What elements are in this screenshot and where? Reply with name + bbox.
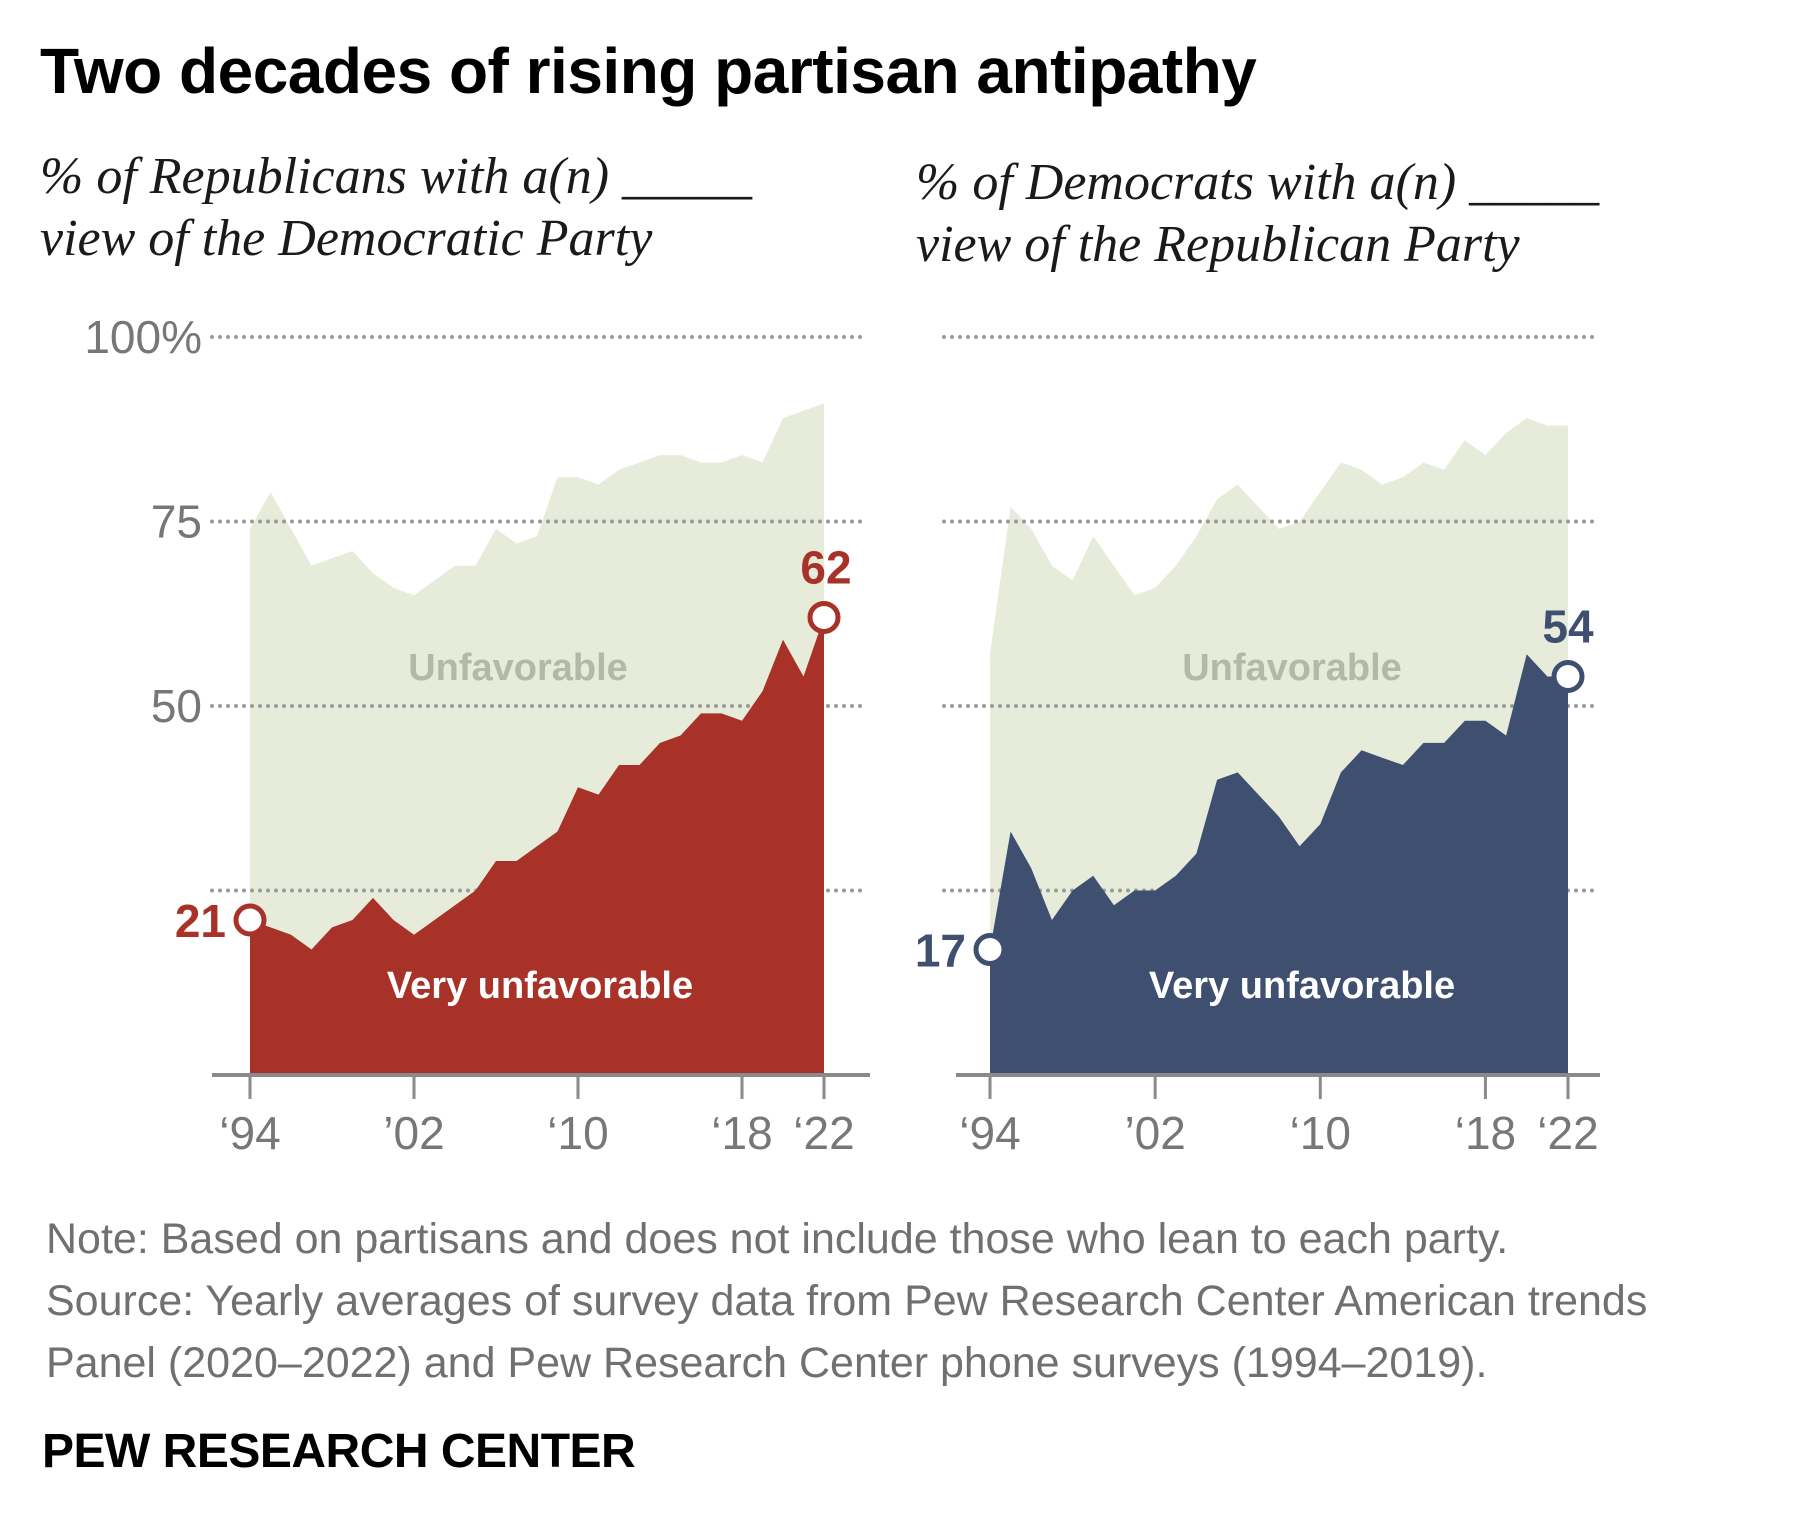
- democrats-very-unfavorable-area: [990, 654, 1568, 1075]
- republicans-very-unfavorable-area: [250, 617, 824, 1075]
- democrats-x-tick-label-2022: ‘22: [1537, 1107, 1598, 1159]
- republicans-y-tick-label-50: 50: [151, 680, 202, 732]
- democrats-x-tick-label-2002: ’02: [1124, 1107, 1185, 1159]
- source-text: Source: Yearly averages of survey data f…: [46, 1277, 1648, 1387]
- republicans-marker-2022: [807, 600, 841, 634]
- republicans-y-tick-label-75: 75: [151, 496, 202, 548]
- democrats-x-tick-label-1994: ‘94: [959, 1107, 1020, 1159]
- republicans-chart-panel: ‘94 ’02 ‘10 ‘18 ‘22 100% 75 50 Unfavorable Very u…: [84, 311, 870, 1159]
- republicans-very-unfavorable-label: Very unfavorable: [387, 965, 693, 1007]
- republicans-y-tick-label-100: 100%: [84, 311, 202, 363]
- chart-title: Two decades of rising partisan antipathy: [40, 35, 1257, 107]
- democrats-x-tick-label-2010: ‘10: [1290, 1107, 1351, 1159]
- republicans-x-tick-label-1994: ‘94: [219, 1107, 280, 1159]
- republicans-x-tick-label-2002: ’02: [383, 1107, 444, 1159]
- footnotes: Note: Based on partisans and does not in…: [46, 1208, 1647, 1394]
- republicans-unfavorable-label: Unfavorable: [408, 647, 628, 689]
- republicans-value-label-1994: 21: [175, 895, 226, 947]
- brand-label: PEW RESEARCH CENTER: [42, 1425, 636, 1478]
- democrats-marker-2022: [1551, 659, 1585, 693]
- right-chart-subtitle: % of Democrats with a(n) _____ view of t…: [916, 154, 1600, 273]
- democrats-x-tick-label-2018: ‘18: [1455, 1107, 1516, 1159]
- democrats-marker-1994: [973, 933, 1007, 967]
- democrats-unfavorable-label: Unfavorable: [1182, 647, 1402, 689]
- republicans-x-tick-label-2018: ‘18: [711, 1107, 772, 1159]
- republicans-marker-1994: [233, 903, 267, 937]
- republicans-x-tick-label-2022: ‘22: [793, 1107, 854, 1159]
- democrats-value-label-1994: 17: [915, 925, 966, 977]
- note-text: Note: Based on partisans and does not in…: [46, 1215, 1509, 1263]
- democrats-value-label-2022: 54: [1542, 600, 1594, 652]
- left-chart-subtitle: % of Republicans with a(n) _____ view of…: [40, 148, 753, 267]
- democrats-chart-panel: ‘94 ’02 ‘10 ‘18 ‘22 Unfavorable Very unfavorab…: [915, 335, 1600, 1159]
- republicans-value-label-2022: 62: [800, 541, 851, 593]
- democrats-very-unfavorable-label: Very unfavorable: [1149, 965, 1455, 1007]
- republicans-x-tick-label-2010: ‘10: [547, 1107, 608, 1159]
